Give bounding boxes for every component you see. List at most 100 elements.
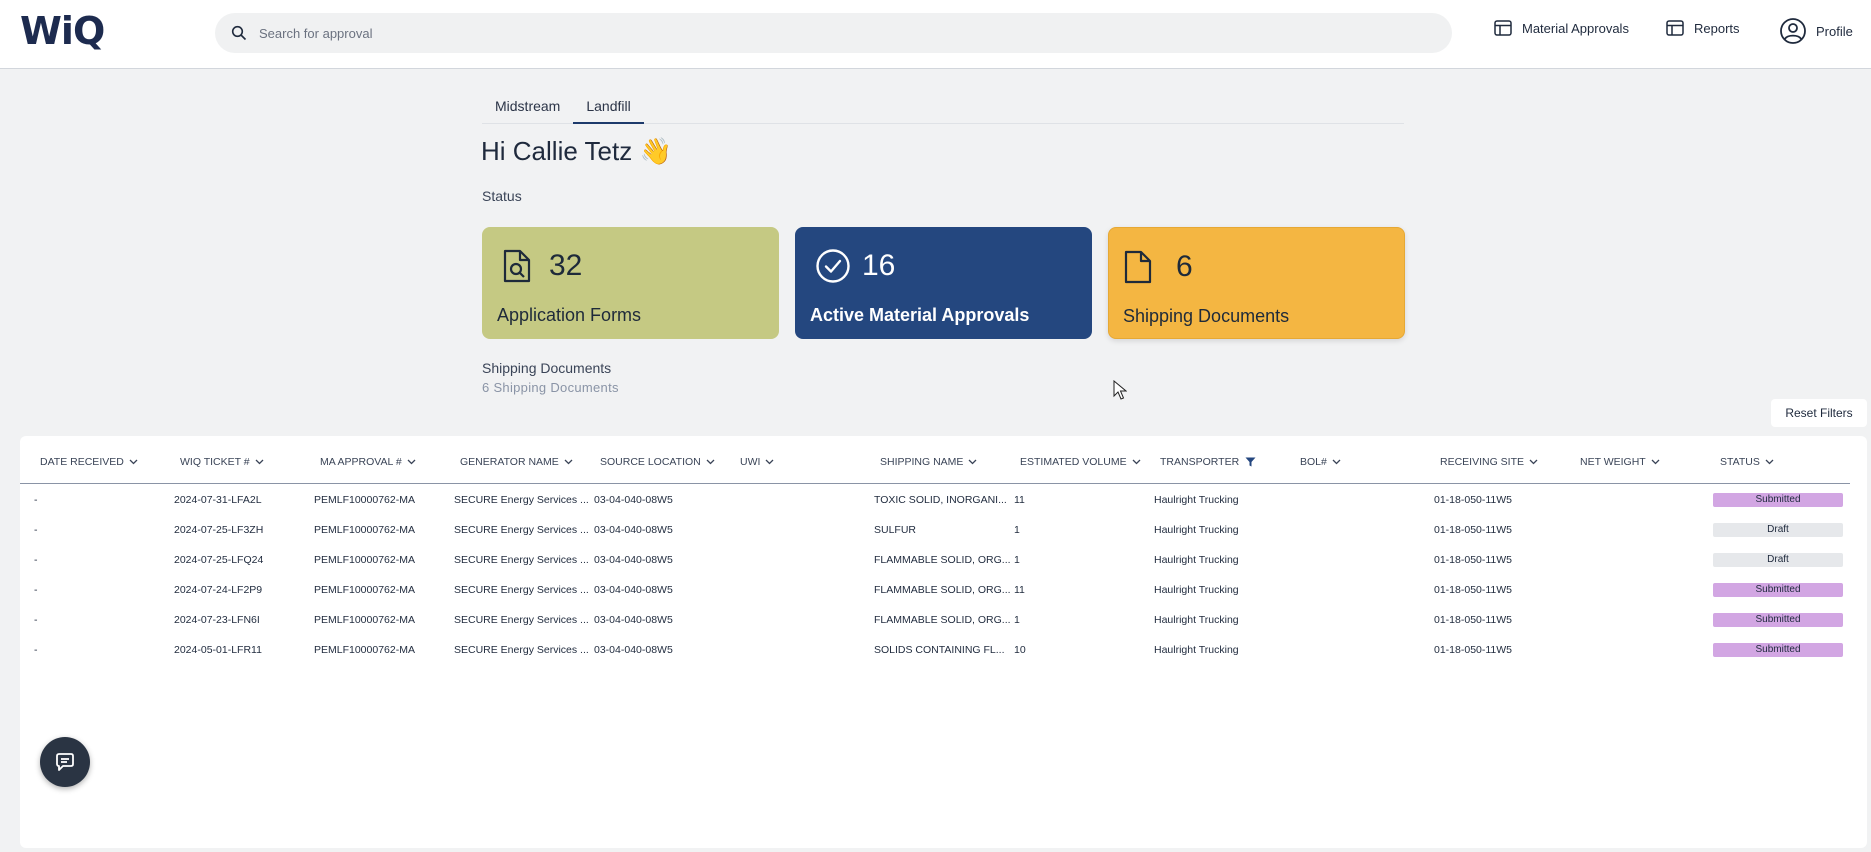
tab-midstream[interactable]: Midstream: [495, 98, 561, 114]
section-title: Shipping Documents: [482, 360, 612, 376]
table-header: DATE RECEIVED WIQ TICKET # MA APPROVAL #…: [20, 436, 1850, 484]
column-header-generator-name[interactable]: GENERATOR NAME: [460, 456, 573, 468]
table-cell: PEMLF10000762-MA: [314, 524, 415, 536]
shipping-documents-count: 6: [1176, 250, 1193, 283]
chevron-down-icon: [765, 459, 774, 465]
tab-landfill[interactable]: Landfill: [573, 92, 644, 124]
table-cell: Haulright Trucking: [1154, 554, 1239, 566]
column-header-label: NET WEIGHT: [1580, 456, 1646, 468]
section-subtitle: 6 Shipping Documents: [482, 380, 619, 395]
table-cell: 1: [1014, 524, 1020, 536]
table-cell: PEMLF10000762-MA: [314, 644, 415, 656]
table-icon: [1666, 20, 1684, 36]
column-header-transporter[interactable]: TRANSPORTER: [1160, 456, 1256, 468]
reset-filters-button[interactable]: Reset Filters: [1771, 399, 1867, 427]
table-row[interactable]: - 2024-07-25-LFQ24 PEMLF10000762-MA SECU…: [20, 546, 1850, 576]
table-cell: 01-18-050-11W5: [1434, 584, 1513, 596]
column-header-estimated-volume[interactable]: ESTIMATED VOLUME: [1020, 456, 1141, 468]
table-cell: SECURE Energy Services ...: [454, 554, 589, 566]
chevron-down-icon: [1332, 459, 1341, 465]
table-cell: 2024-05-01-LFR11: [174, 644, 262, 656]
table-row[interactable]: - 2024-07-23-LFN6I PEMLF10000762-MA SECU…: [20, 606, 1850, 636]
greeting: Hi Callie Tetz 👋: [481, 136, 672, 166]
status-badge: Submitted: [1713, 613, 1843, 627]
column-header-source-location[interactable]: SOURCE LOCATION: [600, 456, 715, 468]
nav-material-approvals[interactable]: Material Approvals: [1493, 18, 1629, 38]
column-header-label: WIQ TICKET #: [180, 456, 250, 468]
column-header-label: TRANSPORTER: [1160, 456, 1240, 468]
chat-button[interactable]: [40, 737, 90, 787]
nav-material-approvals-label: Material Approvals: [1522, 20, 1629, 36]
active-material-approvals-label: Active Material Approvals: [810, 305, 1030, 325]
application-forms-card[interactable]: 32 Application Forms: [482, 227, 779, 339]
nav-reports[interactable]: Reports: [1665, 18, 1740, 38]
table-row[interactable]: - 2024-07-31-LFA2L PEMLF10000762-MA SECU…: [20, 486, 1850, 516]
check-circle-icon: [816, 249, 850, 283]
column-header-label: GENERATOR NAME: [460, 456, 559, 468]
table-row[interactable]: - 2024-07-24-LF2P9 PEMLF10000762-MA SECU…: [20, 576, 1850, 606]
table-row[interactable]: - 2024-07-25-LF3ZH PEMLF10000762-MA SECU…: [20, 516, 1850, 546]
column-header-net-weight[interactable]: NET WEIGHT: [1580, 456, 1660, 468]
chevron-down-icon: [255, 459, 264, 465]
table-cell: Haulright Trucking: [1154, 524, 1239, 536]
search-input[interactable]: [259, 25, 1409, 41]
chevron-down-icon: [1529, 459, 1538, 465]
table-cell: 1: [1014, 614, 1020, 626]
top-bar: WiQ Material Approvals Reports Profile: [0, 0, 1871, 69]
column-header-wiq-ticket[interactable]: WIQ TICKET #: [180, 456, 264, 468]
table-cell: FLAMMABLE SOLID, ORG...: [874, 554, 1011, 566]
table-cell: 01-18-050-11W5: [1434, 524, 1513, 536]
table-cell: 11: [1014, 584, 1025, 596]
active-material-approvals-card[interactable]: 16 Active Material Approvals: [795, 227, 1092, 339]
table-icon: [1494, 20, 1512, 36]
table-cell: PEMLF10000762-MA: [314, 494, 415, 506]
table-cell: 03-04-040-08W5: [594, 614, 673, 626]
table-cell: -: [34, 644, 38, 656]
table-row[interactable]: - 2024-05-01-LFR11 PEMLF10000762-MA SECU…: [20, 636, 1850, 666]
table-cell: -: [34, 614, 38, 626]
table-cell: 2024-07-24-LF2P9: [174, 584, 263, 596]
table-cell: -: [34, 524, 38, 536]
column-header-bol[interactable]: BOL#: [1300, 456, 1341, 468]
table-cell: 10: [1014, 644, 1026, 656]
chevron-down-icon: [1132, 459, 1141, 465]
table-cell: 03-04-040-08W5: [594, 644, 673, 656]
table-cell: 2024-07-25-LF3ZH: [174, 524, 264, 536]
column-header-date-received[interactable]: DATE RECEIVED: [40, 456, 138, 468]
status-badge: Draft: [1713, 553, 1843, 567]
column-header-label: STATUS: [1720, 456, 1760, 468]
table-cell: FLAMMABLE SOLID, ORG...: [874, 584, 1011, 596]
column-header-label: MA APPROVAL #: [320, 456, 402, 468]
column-header-receiving-site[interactable]: RECEIVING SITE: [1440, 456, 1538, 468]
filter-icon[interactable]: [1245, 457, 1256, 467]
table-cell: PEMLF10000762-MA: [314, 584, 415, 596]
application-forms-count: 32: [549, 249, 583, 282]
status-badge: Submitted: [1713, 583, 1843, 597]
column-header-ma-approval[interactable]: MA APPROVAL #: [320, 456, 416, 468]
status-badge: Submitted: [1713, 493, 1843, 507]
table-cell: 2024-07-31-LFA2L: [174, 494, 262, 506]
shipping-documents-card[interactable]: 6 Shipping Documents: [1108, 227, 1405, 339]
nav-profile[interactable]: Profile: [1779, 17, 1853, 45]
table-cell: Haulright Trucking: [1154, 494, 1239, 506]
table-cell: SULFUR: [874, 524, 917, 536]
shipping-documents-table: DATE RECEIVED WIQ TICKET # MA APPROVAL #…: [20, 436, 1867, 848]
user-circle-icon: [1780, 18, 1806, 44]
table-cell: SECURE Energy Services ...: [454, 644, 589, 656]
column-header-status[interactable]: STATUS: [1720, 456, 1774, 468]
table-cell: -: [34, 584, 38, 596]
table-cell: 01-18-050-11W5: [1434, 644, 1513, 656]
table-cell: 03-04-040-08W5: [594, 494, 673, 506]
column-header-shipping-name[interactable]: SHIPPING NAME: [880, 456, 977, 468]
wiq-logo[interactable]: WiQ: [20, 9, 105, 53]
search-bar[interactable]: [215, 13, 1452, 53]
column-header-label: UWI: [740, 456, 761, 468]
table-cell: 2024-07-25-LFQ24: [174, 554, 264, 566]
column-header-label: BOL#: [1300, 456, 1327, 468]
column-header-label: DATE RECEIVED: [40, 456, 124, 468]
chevron-down-icon: [564, 459, 573, 465]
table-cell: 01-18-050-11W5: [1434, 554, 1513, 566]
column-header-uwi[interactable]: UWI: [740, 456, 774, 468]
document-search-icon: [503, 249, 531, 283]
table-cell: SECURE Energy Services ...: [454, 584, 589, 596]
